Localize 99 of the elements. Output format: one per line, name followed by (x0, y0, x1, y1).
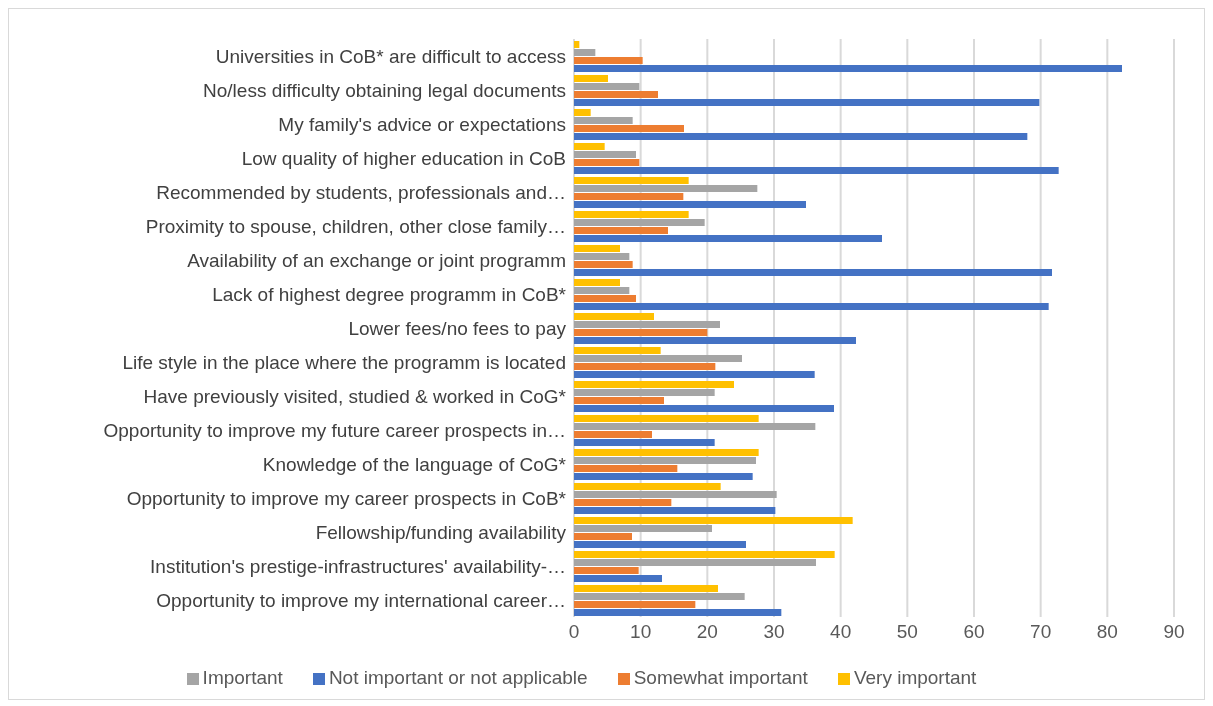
bar (574, 313, 654, 320)
bar (574, 245, 620, 252)
bar (574, 125, 684, 132)
bar (574, 449, 759, 456)
bar (574, 347, 661, 354)
bar (574, 143, 605, 150)
bar (574, 567, 639, 574)
bar (574, 601, 696, 608)
bar (574, 167, 1059, 174)
bar (574, 533, 632, 540)
bar (574, 303, 1049, 310)
bar (574, 559, 816, 566)
bar (574, 91, 658, 98)
x-tick-label: 80 (1096, 621, 1118, 643)
bar (574, 279, 620, 286)
bar (574, 541, 746, 548)
x-tick-label: 90 (1163, 621, 1185, 643)
bar (574, 133, 1028, 140)
bar (574, 177, 689, 184)
bar (574, 227, 668, 234)
bar (574, 431, 652, 438)
legend-label: Somewhat important (633, 667, 808, 688)
bar (574, 235, 882, 242)
bar (574, 109, 591, 116)
bar (574, 117, 633, 124)
bar (574, 321, 720, 328)
bar (574, 49, 596, 56)
bar (574, 397, 664, 404)
bar (574, 211, 689, 218)
bar (574, 253, 630, 260)
bar (574, 151, 636, 158)
bar (574, 439, 715, 446)
legend-label: Very important (853, 667, 977, 688)
y-tick-label: Institution's prestige-infrastructures' availability-… (150, 555, 566, 577)
y-tick-label: Knowledge of the language of CoG* (262, 453, 567, 475)
bar (574, 593, 745, 600)
y-tick-label: Fellowship/funding availability (315, 521, 567, 543)
bar (574, 405, 834, 412)
bar (574, 219, 705, 226)
y-tick-label: Recommended by students, professionals and… (156, 181, 566, 203)
bar (574, 159, 640, 166)
x-tick-label: 40 (830, 621, 852, 643)
y-tick-label: Opportunity to improve my career prospects in CoB* (126, 487, 567, 509)
x-tick-label: 60 (963, 621, 985, 643)
bar (574, 185, 758, 192)
bar (574, 83, 640, 90)
bar (574, 363, 716, 370)
x-tick-label: 70 (1030, 621, 1052, 643)
bar (574, 491, 777, 498)
legend-label: Important (202, 667, 283, 688)
legend-label: Not important or not applicable (328, 667, 588, 688)
x-tick-label: 50 (896, 621, 918, 643)
bar (574, 423, 816, 430)
bar (574, 389, 715, 396)
bar (574, 551, 835, 558)
bar (574, 295, 636, 302)
bar (574, 75, 608, 82)
y-tick-label: Opportunity to improve my future career prospects in… (103, 419, 566, 441)
bar (574, 457, 756, 464)
y-tick-label: No/less difficulty obtaining legal documents (203, 79, 566, 101)
y-tick-label: My family's advice or expectations (278, 113, 566, 135)
bar (574, 329, 708, 336)
bar (574, 65, 1122, 72)
x-tick-label: 20 (696, 621, 718, 643)
bar (574, 381, 734, 388)
bar (574, 525, 712, 532)
bar (574, 355, 742, 362)
bar (574, 499, 672, 506)
bar (574, 337, 856, 344)
bar (574, 483, 721, 490)
y-tick-label: Life style in the place where the programm is located (122, 351, 566, 373)
bar (574, 415, 759, 422)
bar (574, 287, 630, 294)
bar (574, 371, 815, 378)
bar (574, 269, 1052, 276)
y-tick-label: Opportunity to improve my international career… (156, 589, 566, 611)
y-tick-label: Lower fees/no fees to pay (348, 317, 567, 339)
bar (574, 99, 1040, 106)
bar (574, 473, 753, 480)
y-tick-label: Universities in CoB* are difficult to access (215, 45, 566, 67)
y-tick-label: Lack of highest degree programm in CoB* (212, 283, 567, 305)
bar (574, 585, 718, 592)
bar (574, 575, 662, 582)
y-tick-label: Proximity to spouse, children, other close family… (145, 215, 566, 237)
y-tick-label: Have previously visited, studied & worked in CoG* (143, 385, 567, 407)
bar (574, 507, 776, 514)
x-tick-label: 30 (763, 621, 785, 643)
bar (574, 465, 678, 472)
x-tick-label: 0 (568, 621, 580, 643)
y-tick-label: Low quality of higher education in CoB (241, 147, 566, 169)
y-tick-label: Availability of an exchange or joint programm (187, 249, 566, 271)
bar (574, 261, 633, 268)
bar (574, 609, 782, 616)
bar (574, 193, 684, 200)
bar (574, 41, 580, 48)
x-tick-label: 10 (630, 621, 652, 643)
bar (574, 517, 853, 524)
bar (574, 57, 643, 64)
bar (574, 201, 806, 208)
